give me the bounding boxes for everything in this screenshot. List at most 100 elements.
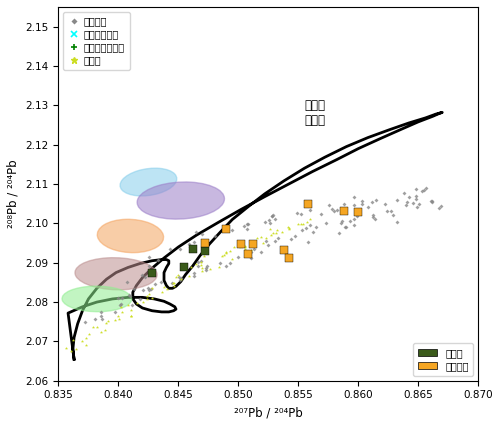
Point bbox=[393, 219, 401, 225]
Point bbox=[415, 200, 423, 207]
Point bbox=[420, 186, 428, 193]
Point bbox=[342, 224, 350, 230]
Point bbox=[128, 312, 136, 319]
Point bbox=[402, 201, 410, 208]
Point bbox=[241, 243, 249, 250]
Point bbox=[185, 272, 193, 279]
Point bbox=[144, 285, 152, 291]
Point bbox=[250, 246, 258, 253]
Point bbox=[192, 229, 200, 236]
Point bbox=[322, 219, 330, 226]
Point bbox=[271, 216, 279, 223]
Point bbox=[408, 199, 416, 206]
Point bbox=[412, 204, 420, 210]
Point bbox=[278, 228, 286, 235]
Point bbox=[176, 277, 184, 284]
Point bbox=[190, 269, 198, 276]
Point bbox=[222, 226, 230, 233]
Point bbox=[437, 202, 445, 209]
Ellipse shape bbox=[120, 168, 177, 196]
Point bbox=[216, 259, 224, 266]
Point bbox=[244, 221, 252, 227]
Point bbox=[428, 197, 436, 204]
Point bbox=[302, 225, 310, 231]
Point bbox=[234, 253, 242, 260]
Point bbox=[364, 203, 372, 210]
Point bbox=[117, 303, 125, 310]
Point bbox=[402, 199, 410, 205]
Point bbox=[412, 186, 420, 193]
Point bbox=[230, 244, 237, 250]
Point bbox=[157, 279, 165, 285]
Point bbox=[201, 248, 209, 254]
Point bbox=[436, 204, 444, 211]
Point bbox=[142, 293, 150, 300]
Point bbox=[78, 338, 86, 345]
Point bbox=[266, 219, 274, 226]
Point bbox=[393, 197, 401, 204]
Point bbox=[368, 212, 376, 219]
Point bbox=[136, 295, 144, 302]
Point bbox=[256, 248, 264, 255]
Text: 日本産
方邉鉱: 日本産 方邉鉱 bbox=[304, 99, 326, 127]
Point bbox=[280, 247, 288, 253]
Point bbox=[197, 262, 205, 268]
Point bbox=[190, 273, 198, 279]
Point bbox=[226, 259, 234, 266]
Point bbox=[170, 280, 177, 287]
Point bbox=[335, 229, 343, 236]
Point bbox=[215, 264, 223, 271]
Point bbox=[124, 302, 132, 308]
Point bbox=[266, 225, 274, 232]
Point bbox=[222, 263, 230, 270]
Point bbox=[422, 185, 430, 192]
Point bbox=[201, 240, 209, 247]
Point bbox=[412, 193, 420, 199]
Point bbox=[145, 286, 153, 293]
Point bbox=[82, 342, 90, 348]
Point bbox=[246, 247, 254, 254]
Point bbox=[202, 265, 210, 271]
Point bbox=[249, 240, 257, 247]
Point bbox=[180, 263, 188, 270]
Point bbox=[114, 313, 122, 320]
Point bbox=[285, 226, 293, 233]
Point bbox=[178, 275, 186, 282]
Point bbox=[126, 292, 134, 299]
Point bbox=[325, 202, 333, 209]
Point bbox=[138, 271, 146, 278]
Point bbox=[190, 238, 198, 245]
Point bbox=[204, 239, 212, 246]
Point bbox=[333, 206, 341, 213]
Point bbox=[308, 228, 316, 235]
Point bbox=[390, 211, 398, 218]
Point bbox=[306, 222, 314, 229]
Legend: 薄摩軍, 新政府軍: 薄摩軍, 新政府軍 bbox=[413, 343, 474, 376]
Point bbox=[284, 255, 292, 262]
Point bbox=[110, 308, 118, 315]
Point bbox=[264, 216, 272, 223]
Point bbox=[91, 316, 99, 322]
Point bbox=[350, 201, 358, 208]
Point bbox=[296, 210, 304, 217]
Point bbox=[130, 286, 138, 293]
Point bbox=[139, 298, 147, 305]
Point bbox=[228, 226, 236, 233]
Point bbox=[270, 230, 278, 236]
Point bbox=[98, 313, 106, 320]
Point bbox=[286, 235, 294, 242]
Point bbox=[346, 217, 354, 224]
Point bbox=[222, 250, 230, 257]
Point bbox=[114, 295, 122, 302]
Point bbox=[237, 240, 245, 247]
Point bbox=[111, 317, 119, 323]
Point bbox=[372, 196, 380, 203]
Point bbox=[243, 221, 251, 227]
Point bbox=[304, 239, 312, 246]
Point bbox=[152, 280, 160, 287]
Point bbox=[274, 234, 281, 241]
Point bbox=[418, 188, 426, 195]
Point bbox=[341, 224, 349, 230]
Point bbox=[189, 245, 197, 252]
Point bbox=[145, 263, 153, 270]
